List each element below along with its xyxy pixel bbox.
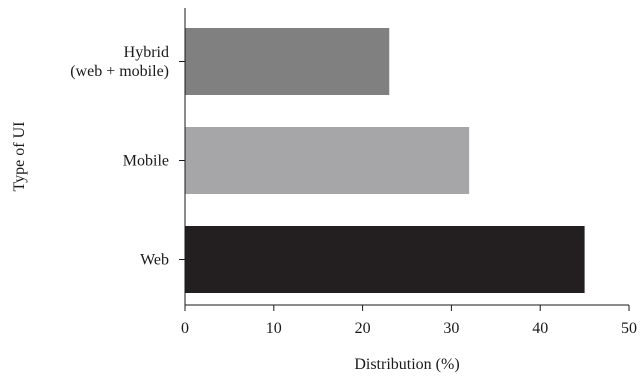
bars-group: [185, 28, 585, 293]
y-tick-label-line: (web + mobile): [70, 63, 169, 80]
y-axis-title: Type of UI: [11, 122, 28, 192]
bar-0: [185, 28, 390, 95]
y-tick-label-1: Mobile: [123, 153, 169, 170]
y-tick-label-2: Web: [140, 252, 169, 269]
x-axis: 0 10 20 30 40 50: [181, 304, 637, 337]
x-tick-label-2: 20: [355, 320, 371, 337]
x-tick-label-0: 0: [181, 320, 189, 337]
bar-1: [185, 127, 470, 194]
x-tick-label-4: 40: [532, 320, 548, 337]
y-tick-label-line: Mobile: [123, 153, 169, 170]
x-tick-label-3: 30: [443, 320, 459, 337]
y-tick-label-line: Hybrid: [124, 44, 169, 61]
y-tick-label-0: Hybrid (web + mobile): [70, 44, 169, 80]
x-axis-title: Distribution (%): [354, 356, 459, 373]
y-tick-label-line: Web: [140, 252, 169, 269]
y-axis: Hybrid (web + mobile) Mobile Web: [70, 8, 186, 305]
bar-2: [185, 226, 585, 293]
x-tick-label-5: 50: [621, 320, 637, 337]
x-tick-label-1: 10: [266, 320, 282, 337]
